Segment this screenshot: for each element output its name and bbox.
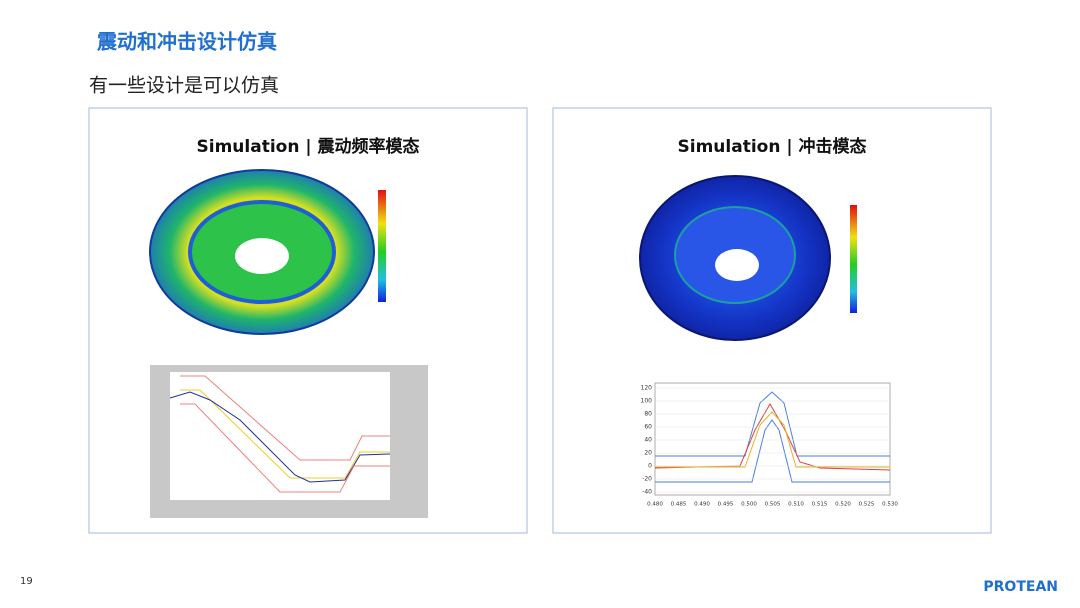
- page-number: 19: [20, 576, 33, 587]
- x-tick-label: 0.520: [835, 502, 851, 508]
- y-tick-label: -40: [642, 489, 652, 496]
- panel-title: Simulation | 冲击模态: [678, 136, 867, 157]
- brand-logo: PROTEAN: [983, 579, 1058, 595]
- panel-title: Simulation | 震动频率模态: [197, 136, 420, 157]
- y-tick-label: 60: [644, 424, 652, 431]
- x-tick-label: 0.490: [694, 502, 710, 508]
- vibration-render: [149, 169, 386, 335]
- x-tick-label: 0.495: [718, 502, 734, 508]
- x-tick-label: 0.510: [788, 502, 804, 508]
- x-tick-label: 0.515: [812, 502, 828, 508]
- vibration-chart: [150, 365, 428, 518]
- shock-chart: 120 100 80 60 40 20 0 -20 -40 0.480 0.485 0.490 0.49…: [641, 382, 898, 508]
- y-tick-label: 40: [644, 437, 652, 444]
- y-tick-label: 80: [644, 411, 652, 418]
- slide-title: 震动和冲击设计仿真: [97, 30, 277, 54]
- x-tick-label: 0.525: [859, 502, 875, 508]
- x-tick-label: 0.480: [647, 502, 663, 508]
- shock-render: [639, 175, 857, 341]
- x-tick-label: 0.505: [765, 502, 781, 508]
- x-tick-label: 0.530: [882, 502, 898, 508]
- x-tick-label: 0.500: [741, 502, 757, 508]
- y-tick-label: -20: [642, 476, 652, 483]
- y-tick-label: 100: [641, 398, 653, 405]
- y-tick-label: 120: [641, 385, 653, 392]
- slide-subtitle: 有一些设计是可以仿真: [89, 75, 279, 97]
- x-tick-label: 0.485: [671, 502, 687, 508]
- y-tick-label: 0: [648, 463, 652, 470]
- y-tick-label: 20: [644, 450, 652, 457]
